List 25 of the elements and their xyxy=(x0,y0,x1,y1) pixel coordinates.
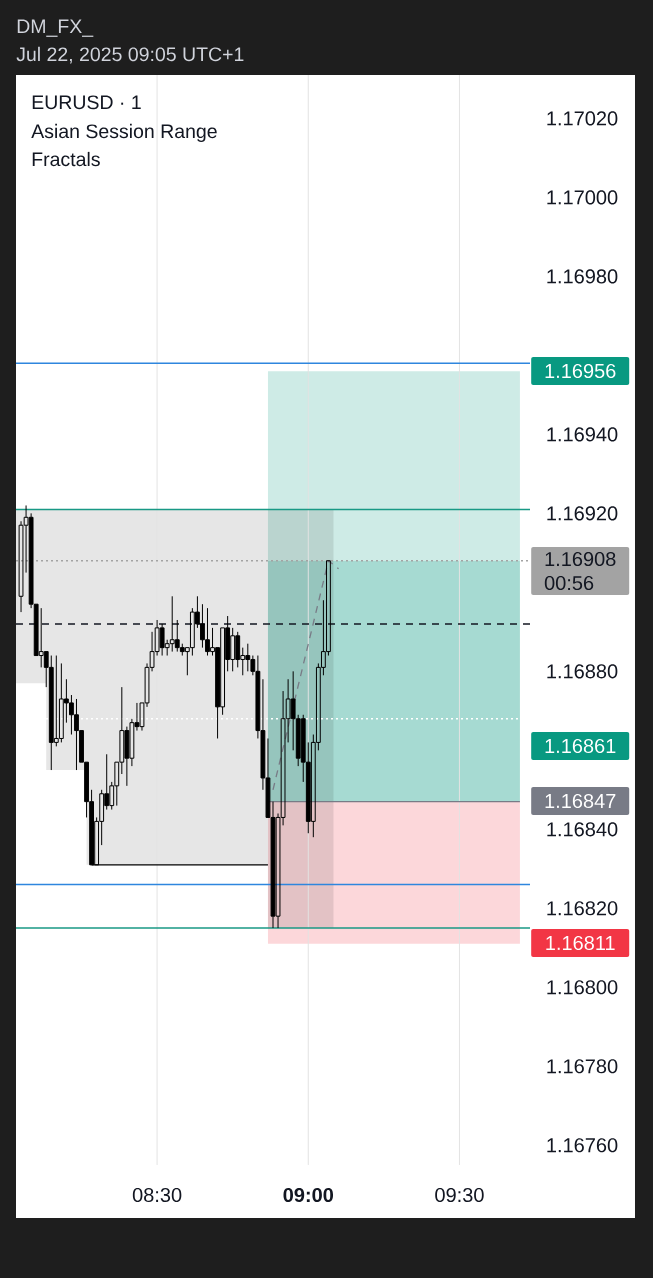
y-tick-label: 1.16980 xyxy=(547,269,618,284)
y-tick-label: 1.16780 xyxy=(547,1059,618,1074)
y-tick-label: 1.16840 xyxy=(547,822,618,837)
text: 00:56 xyxy=(544,575,594,591)
y-tick-label: 1.17000 xyxy=(547,190,618,205)
text: 1.16861 xyxy=(545,738,616,754)
y-tick-label: 1.16880 xyxy=(547,664,618,679)
y-tick-label: 1.17020 xyxy=(547,111,618,126)
y-tick-label: 1.16760 xyxy=(547,1138,618,1153)
y-tick-label: 1.16820 xyxy=(547,901,618,916)
x-tick-label: 09:30 xyxy=(435,1187,484,1203)
y-tick-label: 1.16920 xyxy=(547,506,618,521)
y-tick-label: 1.16940 xyxy=(547,427,618,442)
y-tick-label: 1.16800 xyxy=(547,980,618,995)
x-tick-label: 08:30 xyxy=(132,1187,182,1203)
text: Jul 22, 2025 09:05 UTC+1 xyxy=(16,46,244,64)
text: 1.16956 xyxy=(545,363,616,379)
text: EURUSD · 1 xyxy=(32,95,141,110)
text: 1.16847 xyxy=(545,793,616,809)
annotation: Asian Session Range xyxy=(31,123,217,143)
text: 1.16811 xyxy=(546,935,615,951)
x-tick-label: 09:00 xyxy=(283,1187,334,1203)
ref-line-label: 1.16908 xyxy=(545,551,616,567)
annotation: Fractals xyxy=(32,151,100,167)
text: DM_FX_ xyxy=(17,19,94,37)
